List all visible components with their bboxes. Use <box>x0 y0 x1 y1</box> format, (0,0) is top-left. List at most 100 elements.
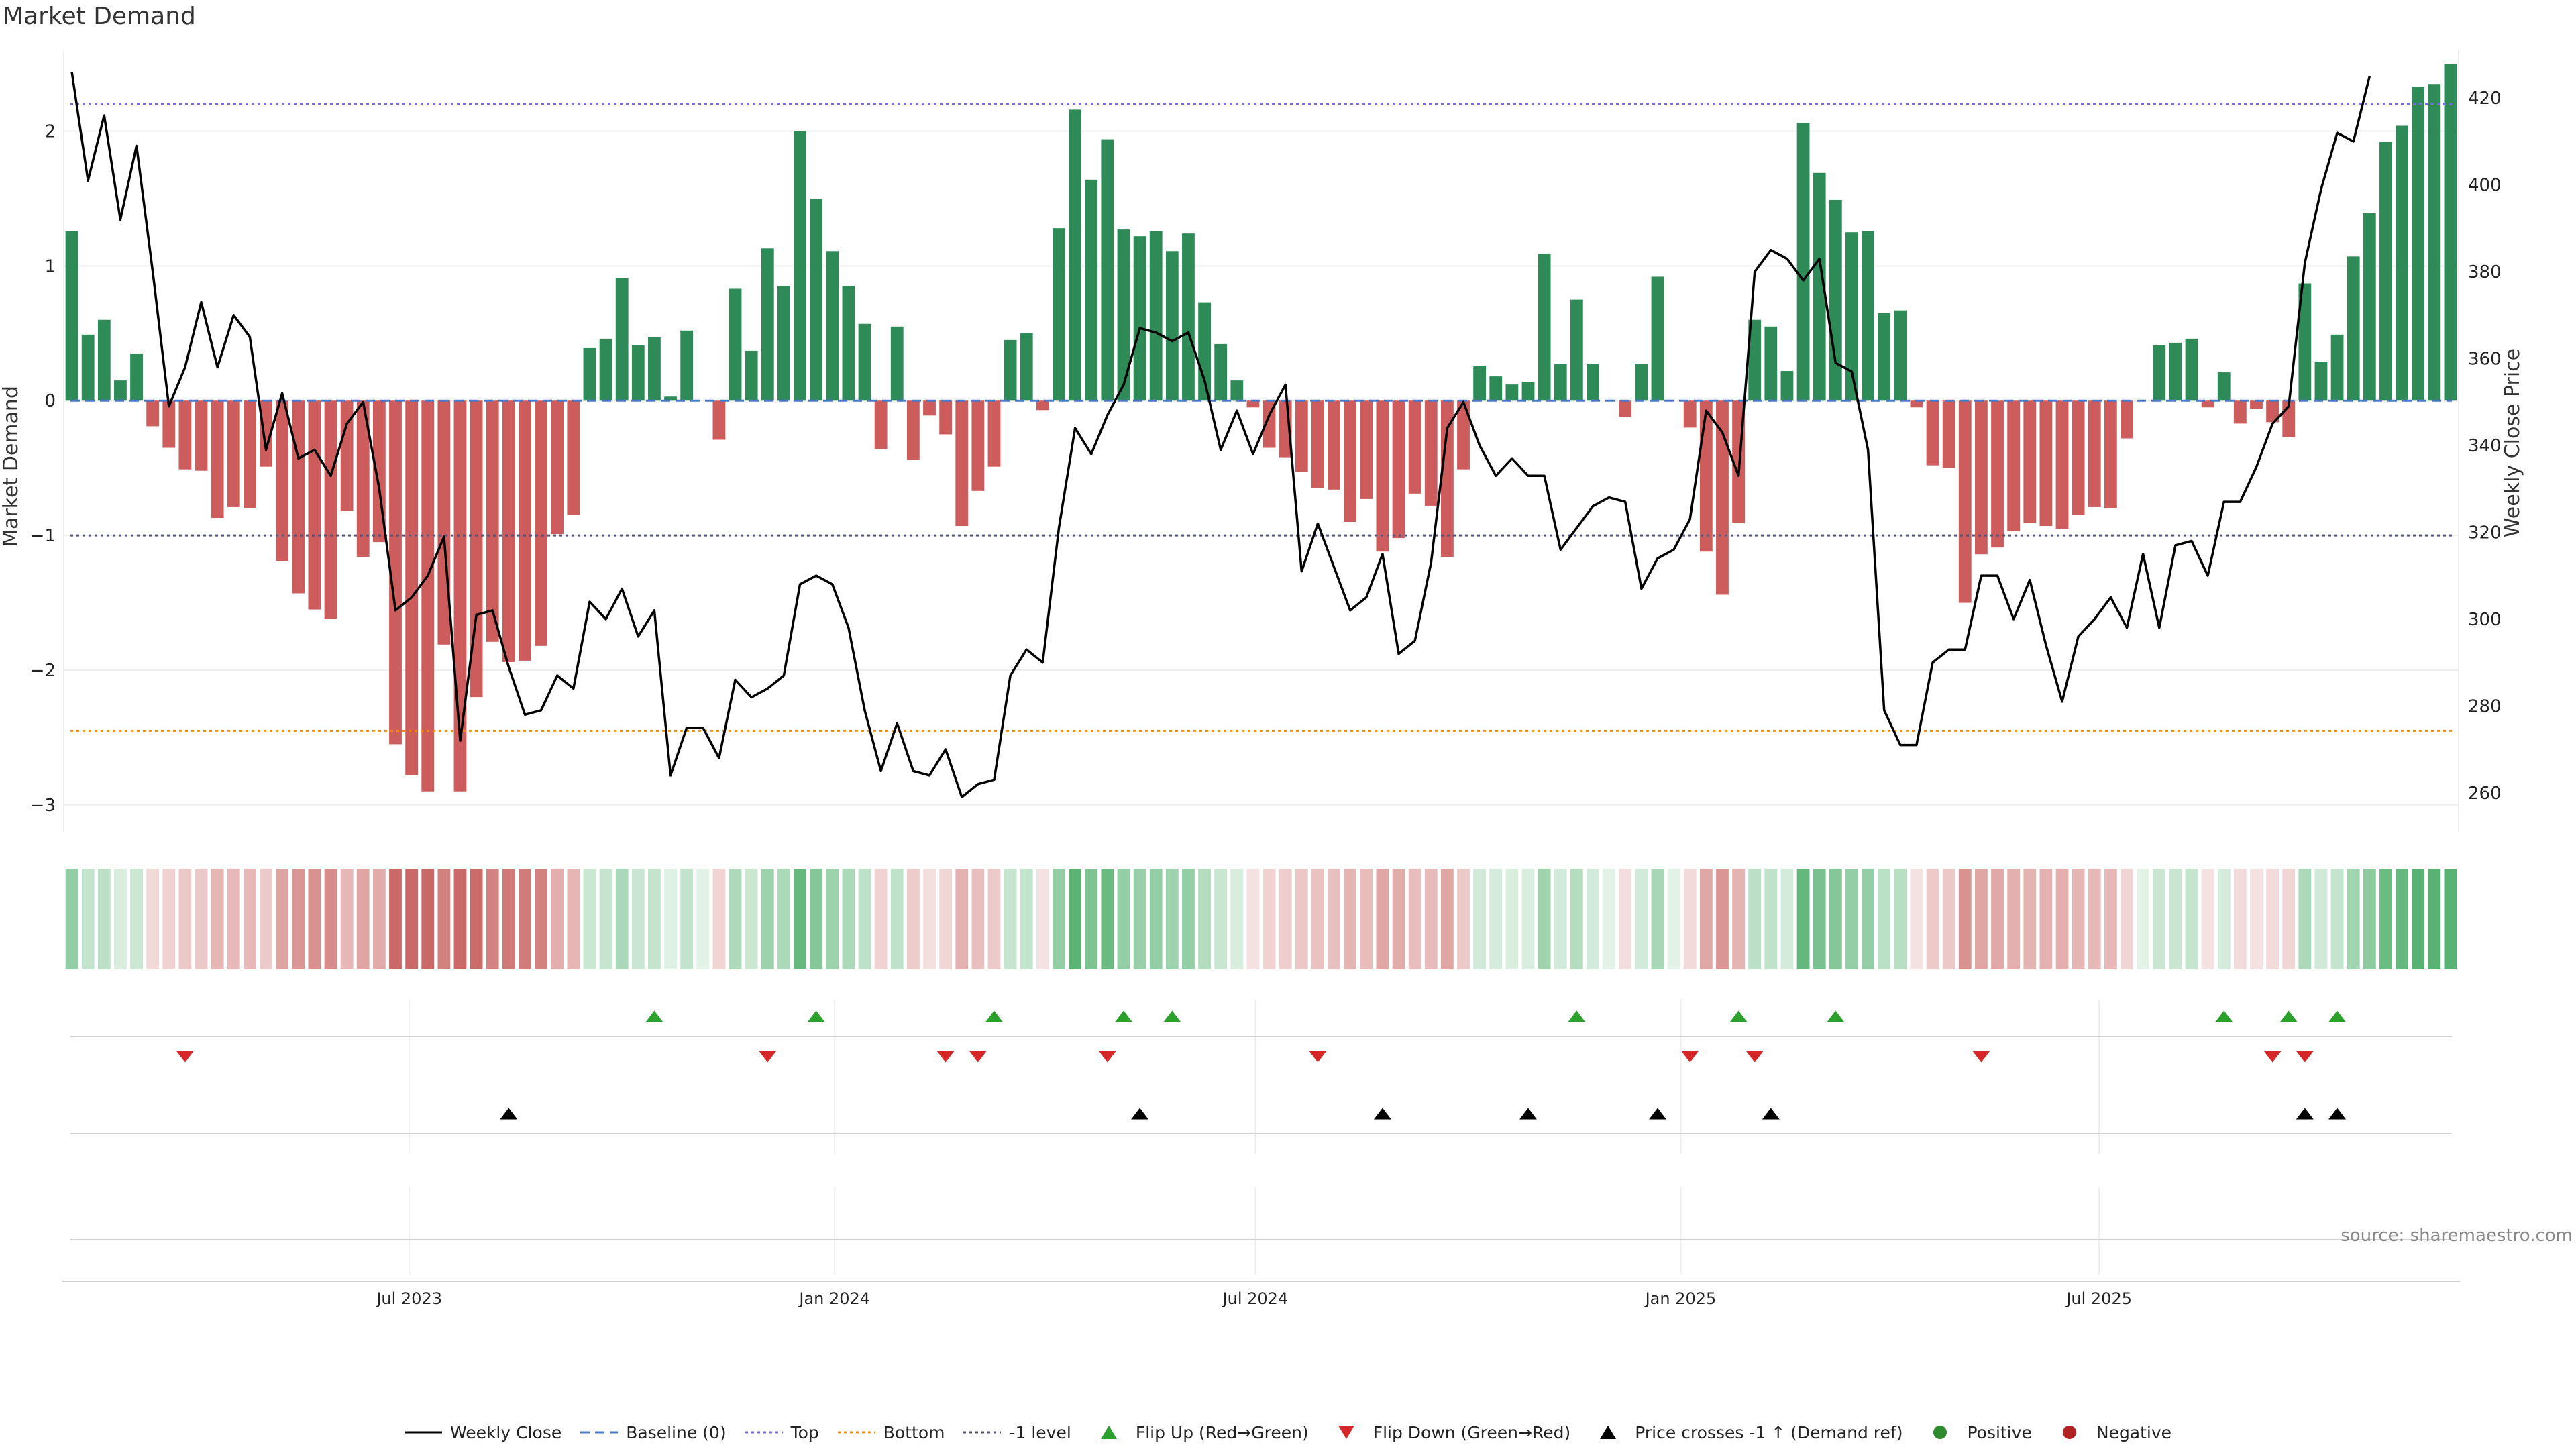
right-tick-label: 320 <box>2468 523 2502 543</box>
heat-cell <box>1554 869 1567 969</box>
flip-up-marker <box>1163 1010 1181 1022</box>
x-tick-label: Jan 2025 <box>1644 1289 1717 1308</box>
left-tick-label: 0 <box>44 391 56 411</box>
heat-cell <box>195 869 208 969</box>
heat-cell <box>567 869 580 969</box>
demand-bar <box>1813 172 1826 401</box>
demand-bar <box>2217 372 2231 401</box>
demand-bar <box>583 347 596 401</box>
right-tick-label: 340 <box>2468 436 2502 456</box>
dotted-line-swatch-icon <box>745 1431 783 1434</box>
heat-cell <box>2007 869 2021 969</box>
heat-cell <box>2233 869 2247 969</box>
demand-bar <box>114 380 127 401</box>
heat-cell <box>1457 869 1470 969</box>
heat-cell <box>1521 869 1535 969</box>
heat-cell <box>1699 869 1713 969</box>
heat-cell <box>1020 869 1033 969</box>
demand-bar <box>324 400 337 619</box>
heat-cell <box>1635 869 1648 969</box>
demand-bar <box>906 400 920 460</box>
demand-bar <box>1878 313 1891 401</box>
flip-up-marker <box>807 1010 825 1022</box>
heat-cell <box>2217 869 2231 969</box>
heat-cell <box>486 869 499 969</box>
heat-cell <box>1376 869 1389 969</box>
demand-bar <box>1053 228 1065 401</box>
triangle-up-icon <box>1100 1426 1117 1439</box>
heat-cell <box>987 869 1001 969</box>
demand-bar <box>276 400 289 561</box>
heat-cell <box>1182 869 1195 969</box>
heat-cell <box>2185 869 2198 969</box>
heat-cell <box>583 869 596 969</box>
flip-down-marker <box>2263 1051 2282 1063</box>
heat-cell <box>1392 869 1405 969</box>
heat-cell <box>97 869 111 969</box>
demand-bar <box>1133 236 1146 401</box>
demand-bar <box>874 400 888 449</box>
demand-bar <box>1926 400 1939 466</box>
demand-bar <box>1101 139 1114 401</box>
heat-cell <box>664 869 677 969</box>
demand-bar <box>2153 345 2166 401</box>
x-tick-label: Jul 2023 <box>375 1289 442 1308</box>
demand-bar <box>2233 400 2247 424</box>
flip-down-marker <box>1309 1051 1327 1063</box>
line-swatch-icon <box>404 1431 442 1434</box>
heat-cell <box>745 869 758 969</box>
demand-bar <box>1587 364 1599 401</box>
heat-cell <box>1813 869 1826 969</box>
demand-bar <box>2347 256 2360 401</box>
legend-item-baseline: Baseline (0) <box>580 1423 727 1442</box>
event-markers <box>176 1010 2347 1120</box>
demand-bar <box>1845 232 1858 401</box>
heat-cell <box>648 869 661 969</box>
demand-bar <box>130 353 143 401</box>
heat-cell <box>260 869 272 969</box>
x-axis-layer: Jul 2023 Jan 2024 Jul 2024 Jan 2025 Jul 2025 <box>62 1281 2460 1308</box>
price-cross-marker <box>1131 1108 1149 1120</box>
flip-down-marker <box>1098 1051 1116 1063</box>
heat-cell <box>1505 869 1519 969</box>
flip-up-marker <box>2328 1010 2347 1022</box>
heat-cell <box>1862 869 1874 969</box>
heat-cell <box>551 869 564 969</box>
left-tick-label: −1 <box>30 526 56 546</box>
heat-cell <box>1004 869 1017 969</box>
legend-item-negative: Negative <box>2051 1423 2171 1442</box>
demand-bar <box>1473 366 1487 401</box>
heat-cell <box>519 869 531 969</box>
demand-bar <box>195 400 208 471</box>
demand-bar <box>1683 400 1697 428</box>
price-cross-marker <box>1762 1108 1780 1120</box>
heat-cell <box>2072 869 2085 969</box>
demand-bar <box>1344 400 1357 523</box>
flip-up-marker <box>645 1010 663 1022</box>
demand-bar <box>421 400 435 792</box>
heat-cell <box>1716 869 1729 969</box>
heat-cell <box>1845 869 1858 969</box>
heat-cell <box>1926 869 1939 969</box>
heat-cell <box>2055 869 2069 969</box>
demand-bar <box>2444 64 2457 401</box>
heat-cell <box>1587 869 1599 969</box>
heat-cell <box>178 869 192 969</box>
heat-cell <box>453 869 467 969</box>
heat-cell <box>1732 869 1745 969</box>
demand-bar <box>1910 400 1923 408</box>
flip-up-marker <box>1114 1010 1132 1022</box>
heat-cell <box>324 869 337 969</box>
heat-cell <box>389 869 402 969</box>
left-tick-label: −3 <box>30 796 56 816</box>
heat-cell <box>955 869 969 969</box>
demand-bar <box>1780 371 1794 401</box>
demand-bar <box>1505 384 1519 401</box>
heat-cell <box>1748 869 1762 969</box>
demand-bar <box>712 400 726 440</box>
heat-cell <box>356 869 370 969</box>
heat-cell <box>2250 869 2263 969</box>
flip-up-marker <box>1568 1010 1586 1022</box>
demand-bar <box>2379 142 2392 401</box>
heat-cell <box>2153 869 2166 969</box>
